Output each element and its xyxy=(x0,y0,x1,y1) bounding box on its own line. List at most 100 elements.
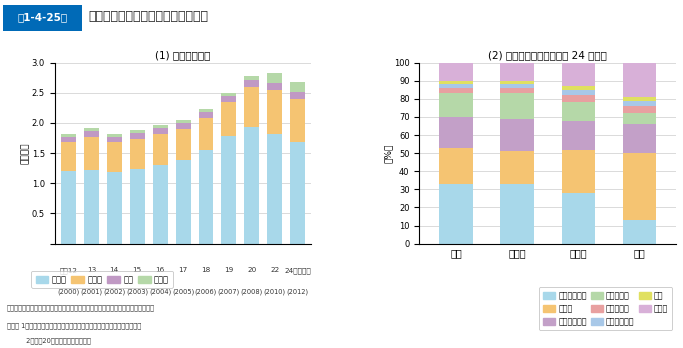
Bar xyxy=(153,128,167,134)
Bar xyxy=(623,101,656,106)
Y-axis label: （%）: （%） xyxy=(383,143,393,163)
Bar xyxy=(107,172,122,244)
Text: (2002): (2002) xyxy=(103,289,126,295)
Bar xyxy=(501,88,534,93)
Text: 14: 14 xyxy=(110,267,119,273)
Bar xyxy=(290,82,305,92)
Bar xyxy=(221,93,236,96)
Bar xyxy=(130,169,145,244)
Bar xyxy=(221,136,236,244)
Bar xyxy=(84,128,99,132)
Bar xyxy=(439,84,473,88)
Bar xyxy=(245,127,260,244)
Text: 13: 13 xyxy=(87,267,96,273)
Bar xyxy=(561,102,595,120)
Text: (2010): (2010) xyxy=(264,289,286,295)
Text: 2．平成20年度からは隔年実施。: 2．平成20年度からは隔年実施。 xyxy=(7,338,91,344)
Text: 24（年度）: 24（年度） xyxy=(284,267,311,274)
Bar xyxy=(221,96,236,102)
Bar xyxy=(561,86,595,90)
Text: 第1-4-25図: 第1-4-25図 xyxy=(17,12,68,22)
Bar xyxy=(199,109,214,112)
Bar xyxy=(623,124,656,153)
Bar xyxy=(267,82,282,90)
Bar xyxy=(130,139,145,169)
Bar xyxy=(439,148,473,184)
Text: (2008): (2008) xyxy=(240,289,263,295)
Text: 15: 15 xyxy=(133,267,142,273)
Bar xyxy=(561,63,595,86)
Text: (2005): (2005) xyxy=(172,289,194,295)
Bar xyxy=(176,129,191,160)
Text: 20: 20 xyxy=(247,267,257,273)
Bar xyxy=(153,134,167,165)
Bar xyxy=(61,171,76,244)
Legend: 小学校, 中学校, 高校, その他: 小学校, 中学校, 高校, その他 xyxy=(31,271,173,288)
Bar xyxy=(199,112,214,118)
Bar xyxy=(107,134,122,137)
Bar xyxy=(267,90,282,134)
Bar xyxy=(623,63,656,97)
Text: (2007): (2007) xyxy=(218,289,240,295)
Bar xyxy=(623,113,656,124)
Bar xyxy=(107,137,122,142)
Text: 平成12: 平成12 xyxy=(59,267,77,274)
Title: (1) 学校種別推移: (1) 学校種別推移 xyxy=(155,50,211,61)
Bar xyxy=(623,97,656,101)
Title: (2) 母語別構成割合（平成 24 年度）: (2) 母語別構成割合（平成 24 年度） xyxy=(488,50,607,61)
Bar xyxy=(439,184,473,244)
Bar xyxy=(61,142,76,171)
Bar xyxy=(501,119,534,151)
Text: (2003): (2003) xyxy=(126,289,148,295)
Text: （注） 1．上記の「その他」とは、特別支援学校と中等教育学校の合計。: （注） 1．上記の「その他」とは、特別支援学校と中等教育学校の合計。 xyxy=(7,322,141,329)
Bar xyxy=(561,95,595,102)
Bar xyxy=(290,92,305,100)
Text: 日本語指導が必要な外国人の子ども: 日本語指導が必要な外国人の子ども xyxy=(89,10,209,23)
Bar xyxy=(84,137,99,170)
Text: 17: 17 xyxy=(178,267,188,273)
Bar xyxy=(439,117,473,148)
Bar xyxy=(501,93,534,119)
Text: 22: 22 xyxy=(270,267,279,273)
Bar xyxy=(561,193,595,244)
Bar xyxy=(267,73,282,82)
Bar xyxy=(267,134,282,244)
Legend: ポルトガル語, 中国語, フィリピノ語, スペイン語, ベトナム語, 韓国・朝鮮語, 英語, その他: ポルトガル語, 中国語, フィリピノ語, スペイン語, ベトナム語, 韓国・朝鮮… xyxy=(539,287,672,330)
Bar xyxy=(290,100,305,142)
Bar xyxy=(561,90,595,95)
Bar xyxy=(153,165,167,244)
Bar xyxy=(61,134,76,137)
Bar xyxy=(199,118,214,150)
Text: （出典）文部科学省「日本語指導が必要な児童生徒の受入れ状況等に関する調査」: （出典）文部科学省「日本語指導が必要な児童生徒の受入れ状況等に関する調査」 xyxy=(7,304,155,311)
Bar xyxy=(176,160,191,244)
Bar xyxy=(439,88,473,93)
Bar xyxy=(245,80,260,87)
Bar xyxy=(176,120,191,123)
Bar xyxy=(439,93,473,117)
Bar xyxy=(199,150,214,244)
Bar xyxy=(221,102,236,136)
Bar xyxy=(439,81,473,84)
Text: (2004): (2004) xyxy=(149,289,171,295)
Y-axis label: （万人）: （万人） xyxy=(21,142,30,164)
Bar xyxy=(561,150,595,193)
Bar xyxy=(245,87,260,127)
Bar xyxy=(501,184,534,244)
Bar xyxy=(245,76,260,80)
Text: (2012): (2012) xyxy=(287,289,309,295)
Text: 16: 16 xyxy=(156,267,165,273)
Bar xyxy=(439,63,473,81)
Bar xyxy=(623,106,656,113)
Bar xyxy=(153,125,167,128)
Bar xyxy=(561,120,595,150)
Bar xyxy=(623,220,656,244)
Bar xyxy=(501,63,534,81)
Bar xyxy=(61,137,76,142)
Bar xyxy=(623,153,656,220)
Bar xyxy=(130,129,145,133)
Bar xyxy=(290,142,305,244)
Bar xyxy=(84,132,99,137)
Text: (2000): (2000) xyxy=(57,289,79,295)
Text: 19: 19 xyxy=(224,267,234,273)
Bar xyxy=(84,170,99,244)
